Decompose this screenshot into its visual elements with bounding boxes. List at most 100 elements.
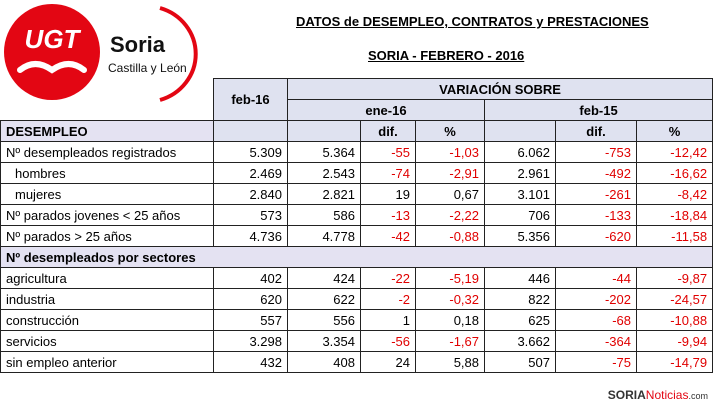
table-cell: 622: [287, 288, 361, 310]
table-cell: -56: [360, 330, 416, 352]
watermark: SORIANoticias.com: [608, 388, 708, 402]
table-cell: servicios: [0, 330, 214, 352]
watermark-part: Noticias: [645, 388, 689, 402]
table-cell: Nº desempleados registrados: [0, 141, 214, 163]
table-cell: Nº desempleados por sectores: [0, 246, 714, 268]
table-cell: 507: [484, 351, 556, 373]
table-cell: 432: [213, 351, 288, 373]
table-cell: 625: [484, 309, 556, 331]
watermark-part: SORIA: [607, 388, 646, 402]
table-row: agricultura 402 424 -22 -5,19 446 -44 -9,87: [0, 267, 714, 289]
table-cell: 446: [484, 267, 556, 289]
table-cell: %: [635, 120, 714, 142]
table-cell: -9,87: [635, 267, 714, 289]
table-row: sin empleo anterior 432 408 24 5,88 507 -75 -14…: [0, 351, 714, 373]
table-cell: -620: [555, 225, 637, 247]
table-cell: 4.778: [287, 225, 361, 247]
table-cell: 1: [360, 309, 416, 331]
table-cell: -24,57: [635, 288, 714, 310]
title: DATOS de DESEMPLEO, CONTRATOS y PRESTACI…: [296, 14, 649, 29]
table-cell: -13: [360, 204, 416, 226]
table-cell: -5,19: [415, 267, 485, 289]
table-cell: -202: [555, 288, 637, 310]
table-row: DESEMPLEO dif.% dif.%: [0, 120, 714, 142]
table-cell: -22: [360, 267, 416, 289]
logo-brand: UGT: [25, 24, 82, 54]
table-cell: 0,67: [415, 183, 485, 205]
table-cell: 5,88: [415, 351, 485, 373]
table-cell: 706: [484, 204, 556, 226]
table-cell: -42: [360, 225, 416, 247]
table-cell: VARIACIÓN SOBRE: [286, 78, 714, 100]
table-cell: 620: [213, 288, 288, 310]
logo-hands: [17, 61, 87, 74]
table-cell: -0,88: [415, 225, 485, 247]
table-cell: Nº parados jovenes < 25 años: [0, 204, 214, 226]
table-cell: [484, 120, 556, 142]
table-cell: 0,18: [415, 309, 485, 331]
table-cell: 408: [287, 351, 361, 373]
table-cell: 2.543: [287, 162, 361, 184]
table-cell: -364: [555, 330, 637, 352]
table-cell: 3.354: [287, 330, 361, 352]
logo-circle: [4, 4, 100, 100]
table-cell: industria: [0, 288, 214, 310]
table-cell: -11,58: [635, 225, 714, 247]
table-cell: [213, 120, 288, 142]
table-cell: 5.356: [484, 225, 556, 247]
table-row: Nº parados jovenes < 25 años 573 586 -13 -2,…: [0, 204, 714, 226]
table: feb-16 VARIACIÓN SOBRE ene-16 feb-15 DESEMPL…: [0, 78, 714, 373]
table-cell: -44: [555, 267, 637, 289]
table-cell: -492: [555, 162, 637, 184]
table-cell: agricultura: [0, 267, 214, 289]
table-cell: 424: [287, 267, 361, 289]
table-cell: 556: [287, 309, 361, 331]
table-cell: 3.101: [484, 183, 556, 205]
table-row: servicios 3.298 3.354 -56 -1,67 3.662 -364 -9,9…: [0, 330, 714, 352]
table-cell: 3.662: [484, 330, 556, 352]
table-cell: 2.961: [484, 162, 556, 184]
table-cell: -8,42: [635, 183, 714, 205]
table-cell: -2,22: [415, 204, 485, 226]
table-cell: -14,79: [635, 351, 714, 373]
table-cell: 4.736: [213, 225, 288, 247]
table-cell: 2.821: [287, 183, 361, 205]
table-cell: -1,03: [415, 141, 485, 163]
table-cell: 402: [213, 267, 288, 289]
table-cell: DESEMPLEO: [0, 120, 214, 142]
logo-region: Castilla y León: [108, 61, 187, 75]
table-row: Nº desempleados registrados 5.309 5.364 -55…: [0, 141, 714, 163]
table-cell: Nº parados > 25 años: [0, 225, 214, 247]
table-cell: -74: [360, 162, 416, 184]
logo-arc: [159, 6, 198, 102]
table-row: Nº parados > 25 años 4.736 4.778 -42 -0,88 5.…: [0, 225, 714, 247]
table-row: Nº desempleados por sectores: [0, 246, 714, 268]
table-cell: 2.469: [213, 162, 288, 184]
table-cell: -10,88: [635, 309, 714, 331]
table-cell: [287, 120, 361, 142]
table-cell: sin empleo anterior: [0, 351, 214, 373]
table-cell: %: [415, 120, 485, 142]
subtitle: SORIA - FEBRERO - 2016: [368, 48, 525, 63]
table-cell: -753: [555, 141, 637, 163]
table-row: feb-16 VARIACIÓN SOBRE: [1, 78, 714, 121]
table-cell: -9,94: [635, 330, 714, 352]
table-cell: -18,84: [635, 204, 714, 226]
table-cell: 5.309: [213, 141, 288, 163]
table-cell: 24: [360, 351, 416, 373]
table-cell: hombres: [0, 162, 214, 184]
table-cell: 5.364: [287, 141, 361, 163]
table-cell: 586: [287, 204, 361, 226]
logo-city: Soria: [110, 32, 166, 57]
table-row: construcción 557 556 1 0,18 625 -68 -10,88: [0, 309, 714, 331]
table-cell: 822: [484, 288, 556, 310]
table-cell: construcción: [0, 309, 214, 331]
table-cell: 6.062: [484, 141, 556, 163]
table-cell: 2.840: [213, 183, 288, 205]
table-row: industria 620 622 -2 -0,32 822 -202 -24,57: [0, 288, 714, 310]
logo: UGT Soria Castilla y León: [4, 4, 198, 102]
table-cell: -68: [555, 309, 637, 331]
table-cell: 557: [213, 309, 288, 331]
table-row: mujeres 2.840 2.821 19 0,67 3.101 -261 -8,42: [0, 183, 714, 205]
